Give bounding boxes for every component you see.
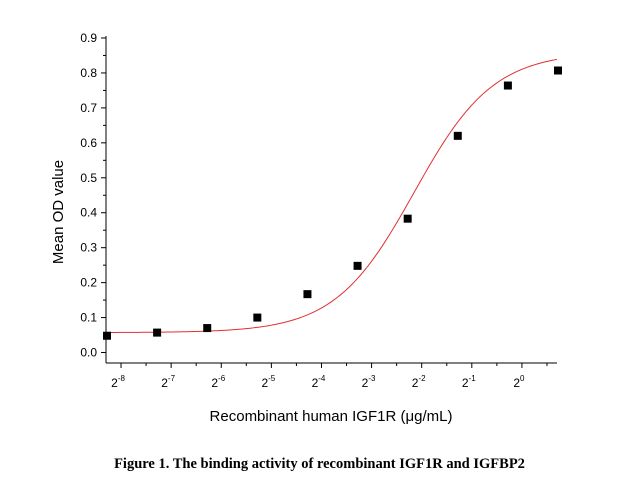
fit-curve-layer (105, 58, 558, 333)
y-tick-label: 0.9 (80, 31, 97, 45)
data-points (103, 66, 563, 340)
x-tick-label: 2-6 (211, 374, 225, 390)
data-point (303, 290, 312, 299)
ticks: 0.0 0.1 0.2 0.3 0.4 0.5 0.6 0.7 0.8 0.9 2-8 2-7 2-6 2… (80, 31, 548, 390)
y-tick-label: 0.8 (80, 66, 97, 80)
y-axis-label: Mean OD value (50, 160, 67, 264)
y-tick-label: 0.3 (80, 241, 97, 255)
data-point (453, 131, 462, 140)
x-tick-label: 2-8 (111, 374, 125, 390)
fit-curve (105, 58, 558, 333)
data-point (353, 261, 362, 270)
x-tick-label: 2-3 (362, 374, 376, 390)
y-tick-label: 0.0 (80, 346, 97, 360)
data-point (554, 66, 563, 75)
y-tick-label: 0.5 (80, 171, 97, 185)
data-point (403, 214, 412, 223)
figure-caption: Figure 1. The binding activity of recomb… (114, 456, 525, 472)
data-point (203, 324, 212, 333)
y-tick-label: 0.6 (80, 136, 97, 150)
data-point (503, 81, 512, 90)
x-tick-label: 2-1 (462, 374, 476, 390)
x-tick-label: 2-2 (412, 374, 426, 390)
y-tick-label: 0.2 (80, 276, 97, 290)
y-tick-label: 0.7 (80, 101, 97, 115)
x-axis-label: Recombinant human IGF1R (μg/mL) (210, 408, 453, 425)
x-tick-label: 2-5 (261, 374, 275, 390)
x-tick-label: 2-4 (312, 374, 326, 390)
x-tick-label: 2-7 (161, 374, 175, 390)
x-tick-label: 20 (513, 374, 525, 390)
data-point (103, 331, 112, 340)
data-point (253, 313, 262, 322)
axes (105, 36, 557, 364)
y-tick-label: 0.4 (80, 206, 97, 220)
y-tick-label: 0.1 (80, 311, 97, 325)
chart: 0.0 0.1 0.2 0.3 0.4 0.5 0.6 0.7 0.8 0.9 2-8 2-7 2-6 2… (50, 31, 563, 425)
data-point (153, 328, 162, 337)
